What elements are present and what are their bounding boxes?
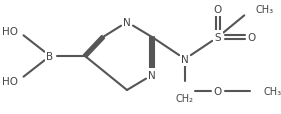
Text: CH₃: CH₃ bbox=[255, 5, 273, 15]
Text: O: O bbox=[214, 5, 222, 15]
Text: HO: HO bbox=[2, 76, 18, 86]
Text: N: N bbox=[181, 54, 189, 64]
Text: N: N bbox=[123, 18, 131, 28]
Text: N: N bbox=[148, 70, 156, 80]
Text: O: O bbox=[248, 33, 256, 43]
Text: S: S bbox=[215, 33, 221, 43]
Text: HO: HO bbox=[2, 27, 18, 37]
Text: CH₃: CH₃ bbox=[263, 86, 281, 96]
Text: CH₂: CH₂ bbox=[176, 93, 194, 103]
Text: B: B bbox=[46, 52, 54, 61]
Text: O: O bbox=[214, 86, 222, 96]
